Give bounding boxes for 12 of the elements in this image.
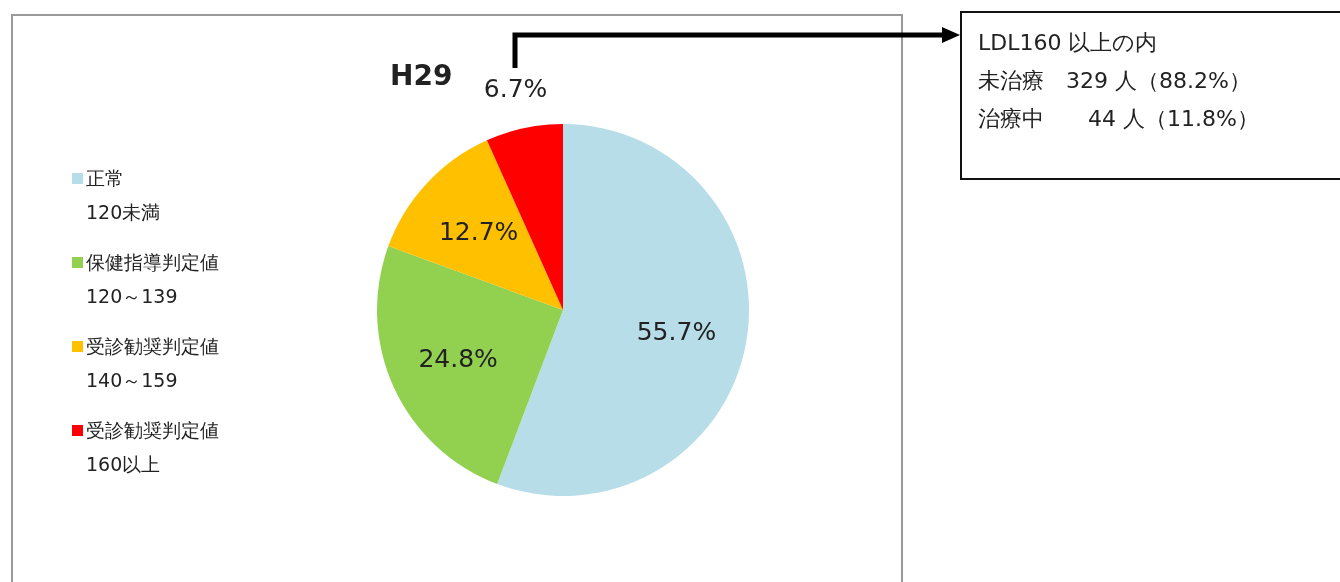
text: LDL160 以上の内 [978, 30, 1158, 55]
legend-label: 正常 120未満 [86, 167, 161, 223]
data-label: 12.7% [438, 217, 519, 247]
text: 未治療 329 人（88.2%） [978, 68, 1251, 93]
legend-label: 保健指導判定値 120～139 [86, 251, 219, 307]
data-label: 55.7% [636, 316, 717, 346]
data-label: 6.7% [483, 74, 548, 104]
legend-label: 受診勧奨判定値 160以上 [86, 419, 219, 475]
data-label: 24.8% [418, 344, 498, 373]
text: 治療中 44 人（11.8%） [978, 106, 1259, 131]
chart-title: H29 [390, 59, 453, 92]
legend-label: 受診勧奨判定値 140～159 [86, 335, 219, 391]
